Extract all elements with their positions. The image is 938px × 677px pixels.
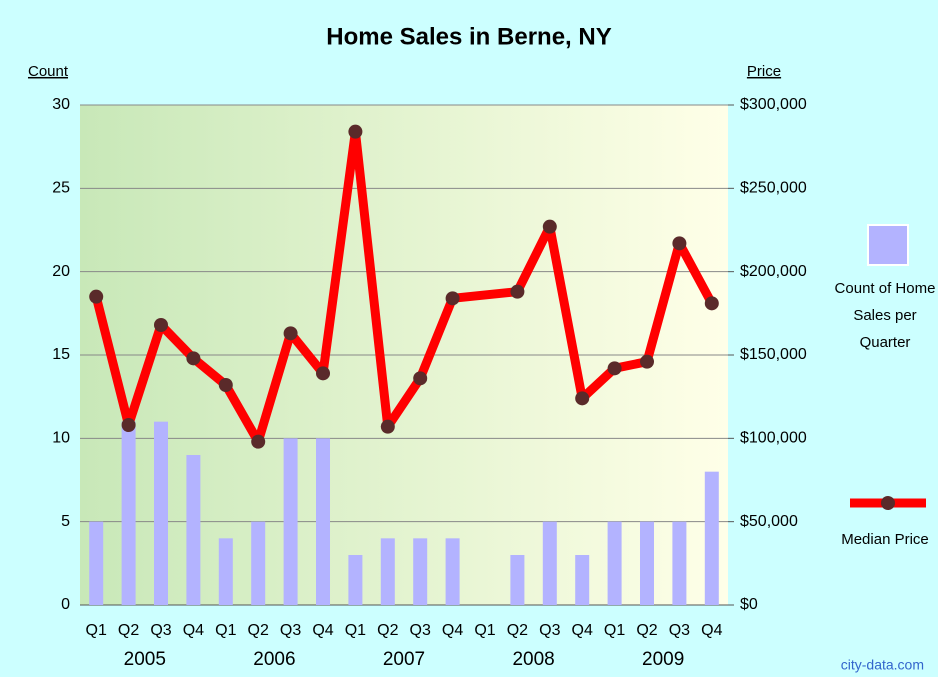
chart-title: Home Sales in Berne, NY (326, 23, 611, 50)
price-marker (186, 351, 201, 366)
bar (380, 538, 395, 605)
price-marker (283, 326, 298, 341)
bar (89, 521, 104, 605)
x-tick-label: Q1 (86, 622, 107, 639)
x-tick-label: Q1 (215, 622, 236, 639)
legend-bar-label: Count of Home Sales per Quarter (834, 280, 936, 351)
price-marker (154, 318, 168, 332)
year-label: 2008 (512, 649, 554, 670)
price-marker (640, 354, 654, 369)
price-marker (445, 291, 460, 306)
x-tick-label: Q1 (345, 622, 366, 639)
year-label: 2007 (383, 649, 425, 670)
x-tick-label: Q4 (572, 622, 593, 639)
price-marker (348, 124, 363, 139)
bar (640, 521, 654, 605)
legend-bar-swatch (867, 224, 909, 266)
price-marker (316, 366, 330, 381)
y2-tick-label: $300,000 (740, 96, 807, 113)
bar (154, 421, 168, 605)
y-axis-label: Count (28, 63, 69, 80)
x-tick-label: Q3 (669, 622, 690, 639)
year-label: 2009 (642, 649, 684, 670)
y2-tick-label: $250,000 (740, 180, 807, 197)
price-marker (510, 284, 525, 299)
year-label: 2005 (124, 649, 166, 670)
x-tick-label: Q2 (636, 622, 657, 639)
x-tick-label: Q3 (280, 622, 301, 639)
bar (413, 538, 428, 605)
price-marker (704, 296, 719, 311)
price-marker (413, 371, 428, 386)
bar (445, 538, 460, 605)
price-marker (380, 419, 395, 434)
bar (283, 438, 298, 605)
x-tick-label: Q4 (183, 622, 204, 639)
x-tick-label: Q3 (410, 622, 431, 639)
y-tick-label: 5 (61, 513, 70, 530)
y-tick-label: 30 (52, 96, 70, 113)
legend-line-marker (881, 496, 895, 510)
y-tick-label: 0 (61, 596, 70, 613)
bar (218, 538, 233, 605)
x-tick-label: Q3 (150, 622, 171, 639)
bar (316, 438, 330, 605)
x-tick-label: Q2 (377, 622, 398, 639)
y-tick-label: 15 (52, 346, 70, 363)
bar (251, 521, 266, 605)
price-marker (672, 236, 687, 251)
bar (704, 471, 719, 605)
y-tick-label: 10 (52, 430, 70, 447)
bar (575, 555, 590, 605)
price-marker (542, 219, 557, 234)
x-tick-label: Q4 (312, 622, 333, 639)
y2-tick-label: $0 (740, 596, 758, 613)
x-tick-label: Q4 (701, 622, 722, 639)
y2-tick-label: $200,000 (740, 263, 807, 280)
bar (672, 521, 687, 605)
price-marker (218, 378, 233, 392)
y-tick-label: 20 (52, 263, 70, 280)
bar (186, 455, 201, 605)
price-line (91, 127, 457, 447)
x-tick-label: Q2 (507, 622, 528, 639)
bar (121, 421, 136, 605)
bar (542, 521, 557, 605)
y2-axis-label: Price (747, 63, 781, 80)
year-label: 2006 (253, 649, 295, 670)
x-tick-label: Q2 (118, 622, 139, 639)
bar (510, 555, 525, 605)
price-marker (251, 434, 266, 449)
x-tick-label: Q2 (248, 622, 269, 639)
bar (348, 555, 363, 605)
y2-tick-label: $100,000 (740, 430, 807, 447)
x-tick-label: Q3 (539, 622, 560, 639)
y2-tick-label: $50,000 (740, 513, 798, 530)
price-marker (607, 361, 622, 376)
bar (607, 521, 622, 605)
watermark: city-data.com (841, 657, 924, 673)
price-marker (89, 289, 104, 304)
price-marker (575, 391, 590, 406)
y-tick-label: 25 (52, 180, 70, 197)
y2-tick-label: $150,000 (740, 346, 807, 363)
x-tick-label: Q4 (442, 622, 463, 639)
legend-line-label: Median Price (841, 531, 929, 548)
x-tick-label: Q1 (474, 622, 495, 639)
line-bridge (448, 287, 522, 303)
price-marker (121, 418, 136, 432)
x-tick-label: Q1 (604, 622, 625, 639)
